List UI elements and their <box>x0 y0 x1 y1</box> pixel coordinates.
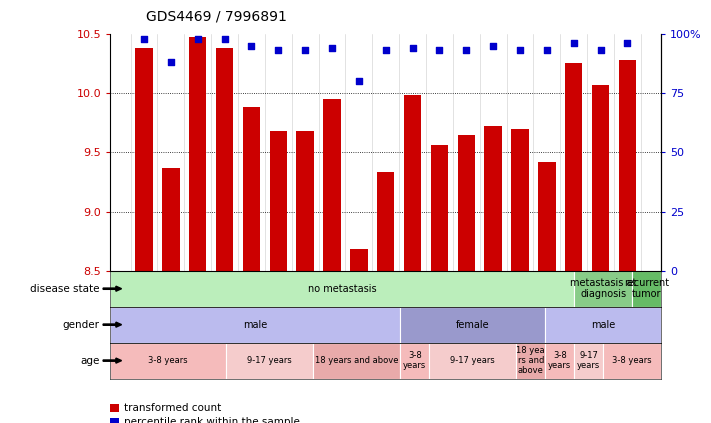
Text: 3-8
years: 3-8 years <box>403 351 427 370</box>
Bar <box>400 343 429 379</box>
Point <box>165 59 176 66</box>
Point <box>272 47 284 54</box>
Text: transformed count: transformed count <box>124 403 222 413</box>
Point <box>488 42 499 49</box>
Bar <box>135 48 153 271</box>
Text: 3-8
years: 3-8 years <box>548 351 572 370</box>
Point <box>353 78 365 85</box>
Bar <box>296 131 314 271</box>
Bar <box>226 343 314 379</box>
Bar <box>400 307 545 343</box>
Text: 3-8 years: 3-8 years <box>612 356 652 365</box>
Bar <box>269 131 287 271</box>
Text: recurrent
tumor: recurrent tumor <box>624 278 669 299</box>
Point <box>299 47 311 54</box>
Bar <box>350 250 368 271</box>
Bar <box>632 271 661 307</box>
Bar <box>189 37 206 271</box>
Text: metastasis at
diagnosis: metastasis at diagnosis <box>570 278 636 299</box>
Point <box>595 47 606 54</box>
Text: 9-17 years: 9-17 years <box>450 356 495 365</box>
Bar <box>324 99 341 271</box>
Text: GDS4469 / 7996891: GDS4469 / 7996891 <box>146 10 287 24</box>
Text: age: age <box>80 356 100 365</box>
Bar <box>619 60 636 271</box>
Bar <box>458 135 475 271</box>
Text: disease state: disease state <box>30 284 100 294</box>
Point <box>246 42 257 49</box>
Bar <box>162 168 180 271</box>
Bar <box>538 162 555 271</box>
Bar <box>110 307 400 343</box>
Bar <box>574 271 632 307</box>
Point <box>621 40 633 47</box>
Bar <box>110 271 574 307</box>
Point <box>541 47 552 54</box>
Bar <box>516 343 545 379</box>
Text: male: male <box>591 320 615 330</box>
Point <box>568 40 579 47</box>
Text: gender: gender <box>63 320 100 330</box>
Text: 9-17
years: 9-17 years <box>577 351 600 370</box>
Bar <box>431 145 448 271</box>
Point <box>407 45 418 52</box>
Point <box>434 47 445 54</box>
Point <box>139 35 150 42</box>
Bar <box>603 343 661 379</box>
Point <box>514 47 525 54</box>
Bar <box>314 343 400 379</box>
Bar <box>484 126 502 271</box>
Bar <box>377 173 395 271</box>
Text: male: male <box>243 320 267 330</box>
Text: 18 years and above: 18 years and above <box>315 356 398 365</box>
Bar <box>574 343 603 379</box>
Bar <box>511 129 529 271</box>
Text: no metastasis: no metastasis <box>308 284 377 294</box>
Text: percentile rank within the sample: percentile rank within the sample <box>124 417 300 423</box>
Bar <box>565 63 582 271</box>
Text: 18 yea
rs and
above: 18 yea rs and above <box>516 346 545 375</box>
Bar <box>242 107 260 271</box>
Point <box>326 45 338 52</box>
Text: 9-17 years: 9-17 years <box>247 356 292 365</box>
Bar <box>592 85 609 271</box>
Point <box>461 47 472 54</box>
Text: 3-8 years: 3-8 years <box>149 356 188 365</box>
Point <box>219 35 230 42</box>
Bar <box>429 343 516 379</box>
Bar <box>545 343 574 379</box>
Bar <box>110 343 226 379</box>
Point <box>380 47 391 54</box>
Bar <box>545 307 661 343</box>
Point <box>192 35 203 42</box>
Bar <box>404 96 422 271</box>
Text: female: female <box>456 320 490 330</box>
Bar <box>216 48 233 271</box>
